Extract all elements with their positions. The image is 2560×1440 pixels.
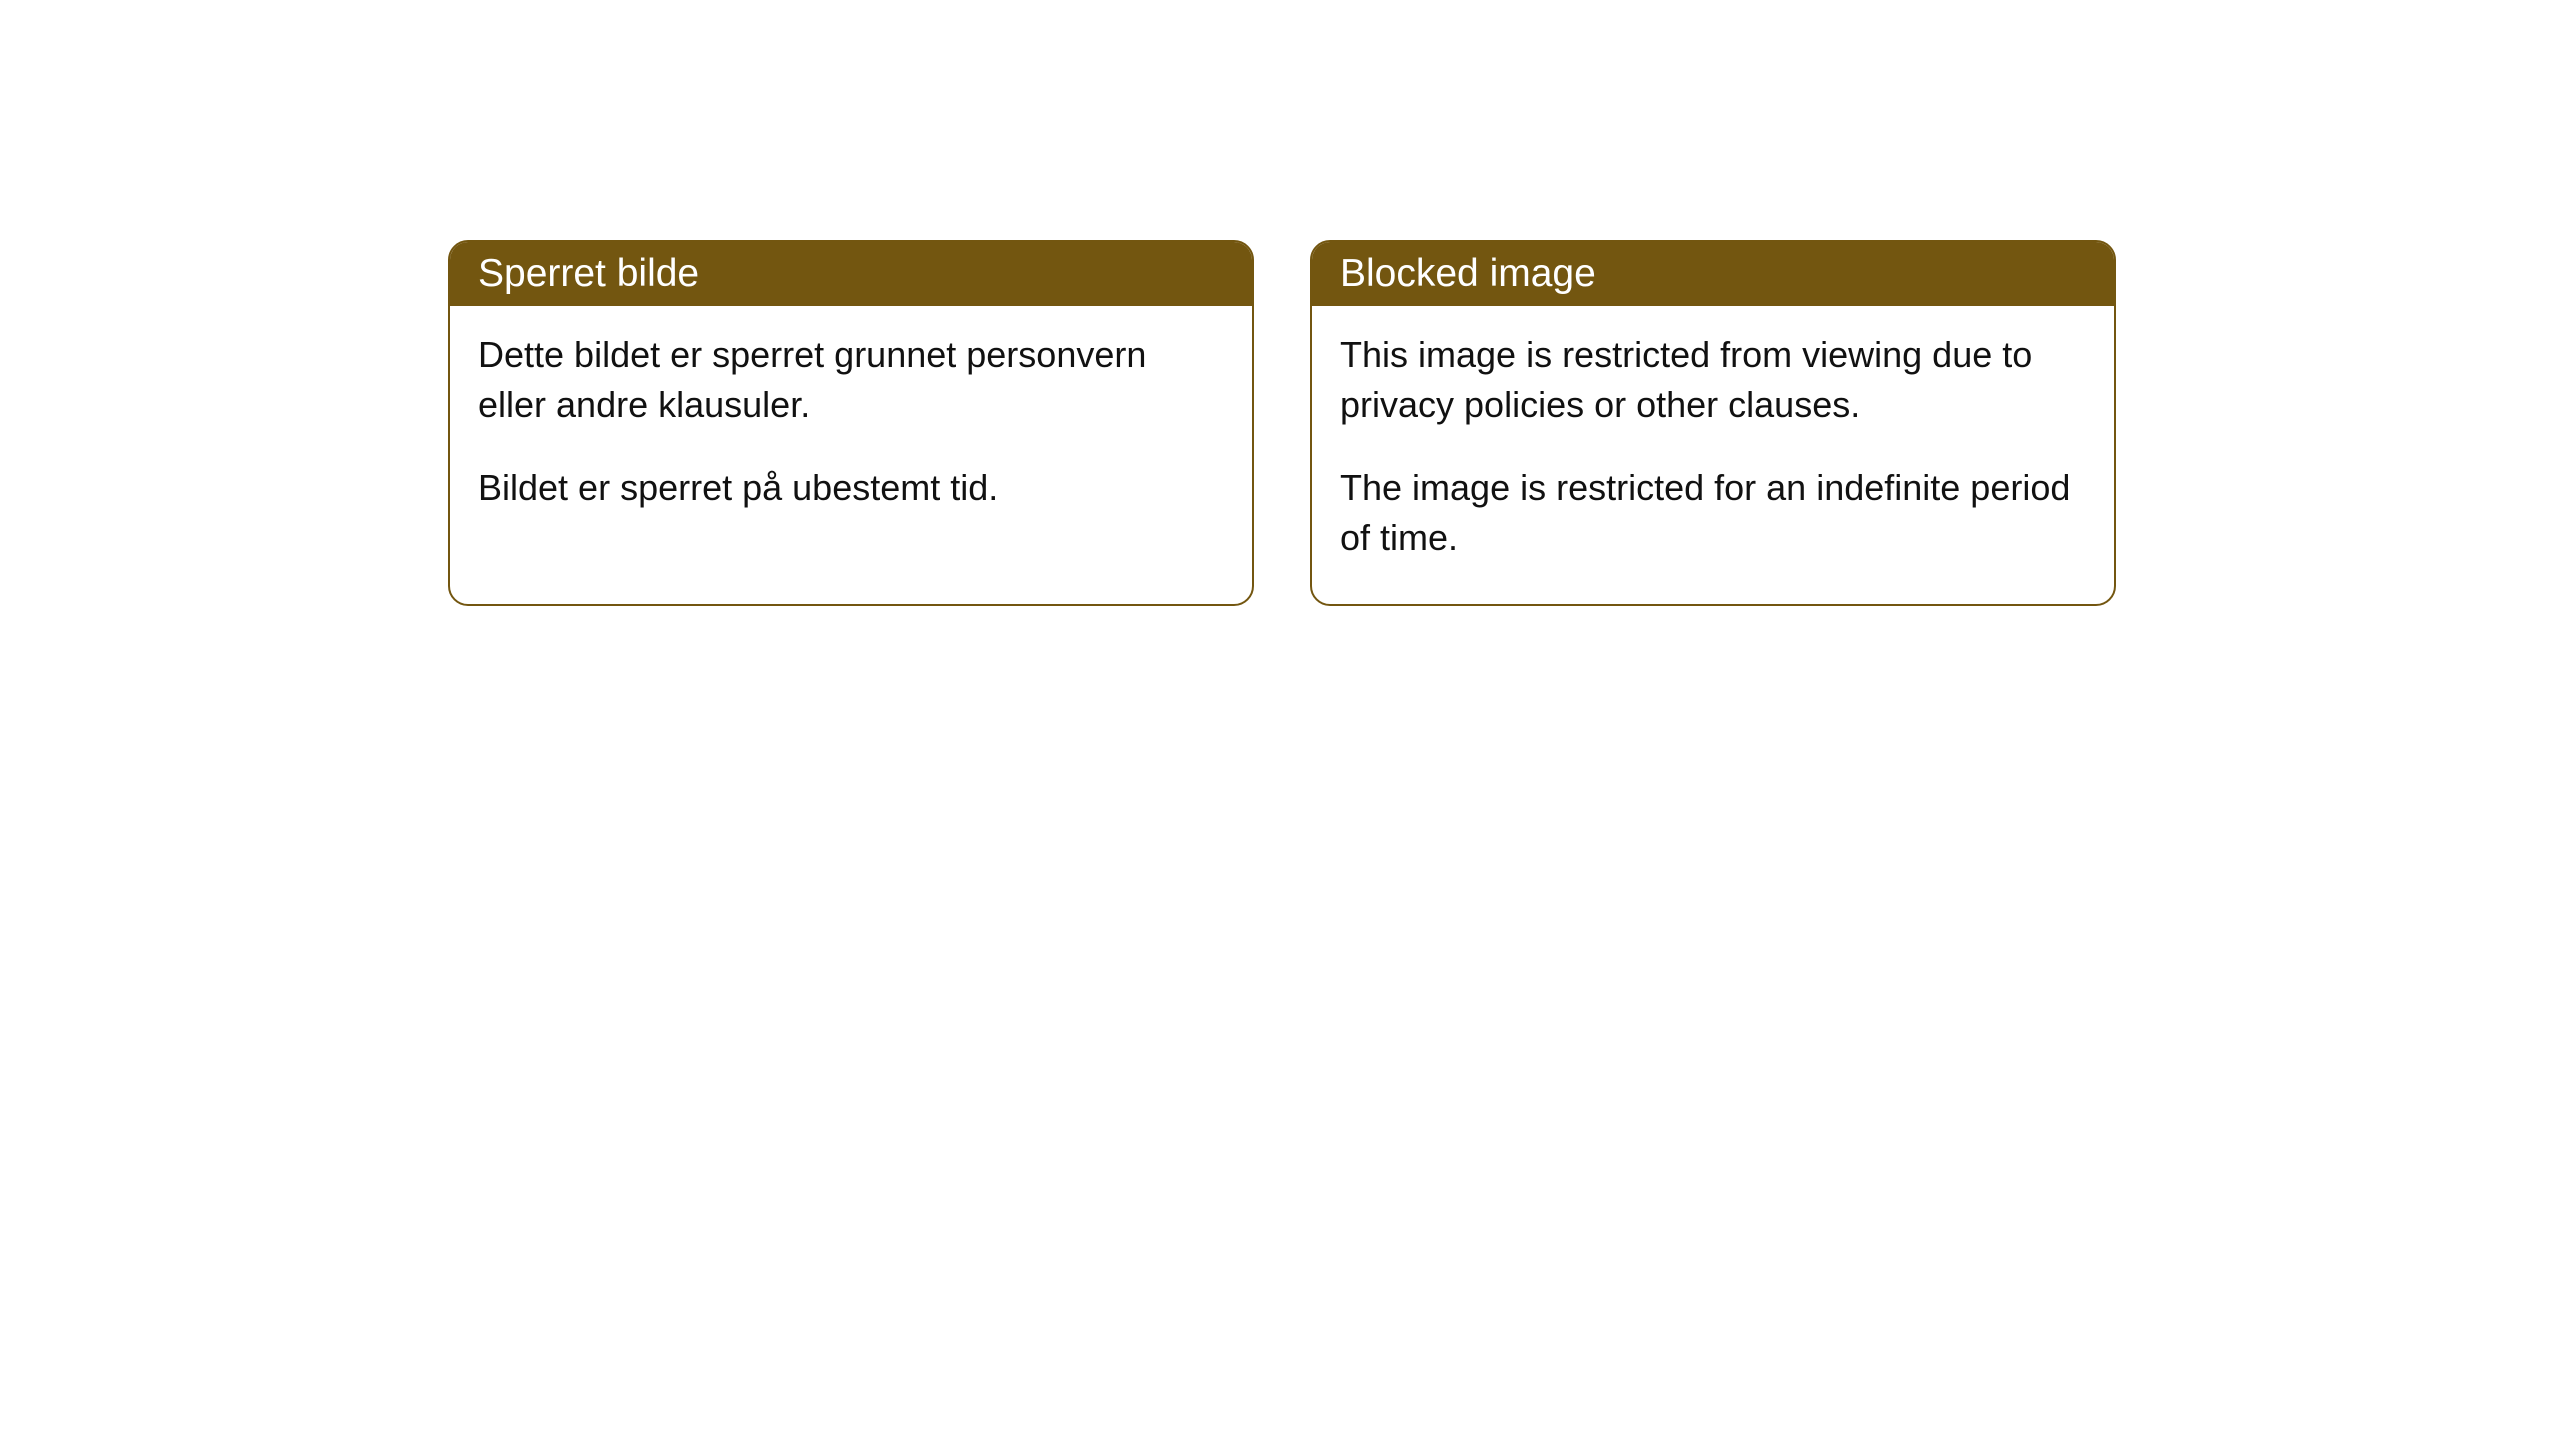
notice-header-norwegian: Sperret bilde <box>450 242 1252 306</box>
notice-body-english: This image is restricted from viewing du… <box>1312 306 2114 604</box>
notice-text-1: Dette bildet er sperret grunnet personve… <box>478 330 1224 431</box>
notice-text-2: Bildet er sperret på ubestemt tid. <box>478 463 1224 513</box>
notice-container: Sperret bilde Dette bildet er sperret gr… <box>0 0 2560 606</box>
notice-body-norwegian: Dette bildet er sperret grunnet personve… <box>450 306 1252 553</box>
notice-card-norwegian: Sperret bilde Dette bildet er sperret gr… <box>448 240 1254 606</box>
notice-header-english: Blocked image <box>1312 242 2114 306</box>
notice-card-english: Blocked image This image is restricted f… <box>1310 240 2116 606</box>
notice-text-2: The image is restricted for an indefinit… <box>1340 463 2086 564</box>
notice-text-1: This image is restricted from viewing du… <box>1340 330 2086 431</box>
